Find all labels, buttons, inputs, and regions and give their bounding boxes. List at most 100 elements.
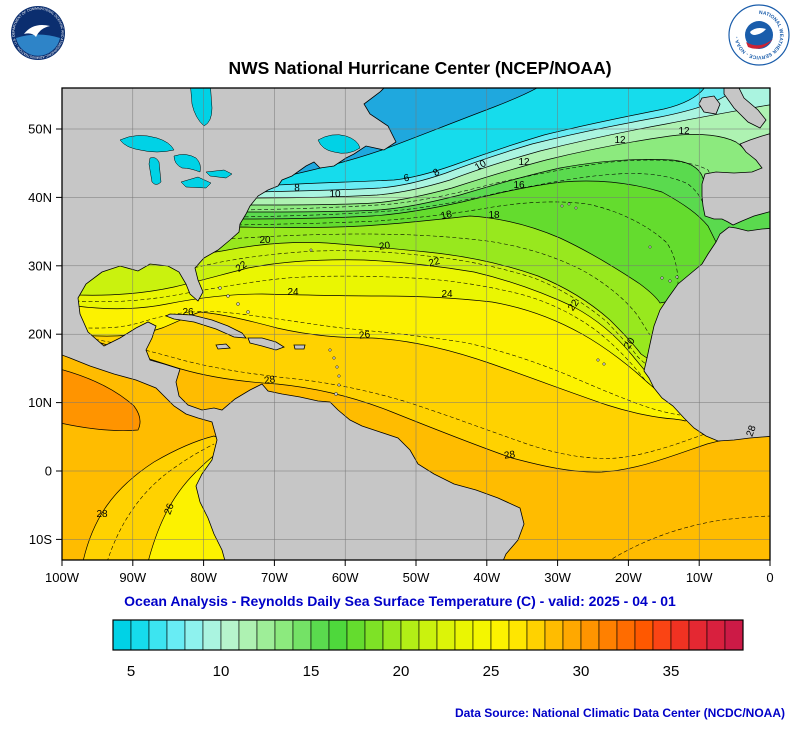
island-dot xyxy=(218,286,222,290)
colorbar-cell xyxy=(670,619,690,651)
colorbar-tick-label: 25 xyxy=(483,663,500,680)
colorbar-cell xyxy=(238,619,258,651)
contour-dashed-19 xyxy=(62,233,651,336)
contour-dashed-13 xyxy=(62,159,711,212)
lake-huron xyxy=(173,154,201,173)
lon-axis-label: 40W xyxy=(473,570,500,585)
sst-pacific-warm-blob xyxy=(62,369,141,431)
colorbar-cell xyxy=(328,619,348,651)
island-dot xyxy=(246,310,250,314)
nws-logo-globe xyxy=(745,21,773,49)
island-dots xyxy=(218,202,679,396)
island-dot xyxy=(334,392,338,396)
lon-axis-label: 90W xyxy=(119,570,146,585)
colorbar-tick-label: 30 xyxy=(573,663,590,680)
colorbar-tick-label: 10 xyxy=(213,663,230,680)
lat-axis-label: 10N xyxy=(28,395,52,410)
lat-axis-label: 0 xyxy=(45,464,52,479)
lon-axis-label: 100W xyxy=(45,570,80,585)
colorbar: 5 10 15 20 25 30 35 xyxy=(112,619,744,680)
contour-label: 10 xyxy=(473,158,489,173)
contour-label: 8 xyxy=(294,183,300,194)
lat-axis-label: 10S xyxy=(29,532,52,547)
contour-label: 26 xyxy=(163,502,177,517)
noaa-logo: NATIONAL OCEANIC AND ATMOSPHERIC ADMINIS… xyxy=(10,5,65,60)
colorbar-cell xyxy=(418,619,438,651)
contour-dashed-17 xyxy=(62,201,679,285)
island-dot xyxy=(328,348,332,352)
noaa-bird-icon xyxy=(24,25,50,37)
colorbar-cell xyxy=(634,619,654,651)
colorbar-cell xyxy=(544,619,564,651)
lat-axis-label: 40N xyxy=(28,190,52,205)
contour-dashed-21 xyxy=(187,250,647,365)
colorbar-tick-label: 20 xyxy=(393,663,410,680)
island-dot xyxy=(337,383,341,387)
colorbar-tick-label: 35 xyxy=(663,663,680,680)
colorbar-cell xyxy=(112,619,132,651)
colorbar-cell xyxy=(292,619,312,651)
lon-axis-label: 30W xyxy=(544,570,571,585)
colorbar-cell xyxy=(508,619,528,651)
contour-label: 18 xyxy=(488,210,500,221)
colorbar-cell xyxy=(652,619,672,651)
colorbar-cell xyxy=(364,619,384,651)
lon-axis-label: 10W xyxy=(686,570,713,585)
island-dot xyxy=(226,294,230,298)
island-dot xyxy=(596,358,600,362)
colorbar-tick-label: 5 xyxy=(127,663,135,680)
contour-label: 24 xyxy=(441,289,453,300)
land-americas xyxy=(62,88,525,560)
land-britain xyxy=(723,88,767,129)
colorbar-cell xyxy=(256,619,276,651)
contour-label: 18 xyxy=(440,209,454,222)
contour-label: 12 xyxy=(518,157,530,168)
contour-label: 12 xyxy=(678,126,690,137)
colorbar-cell xyxy=(724,619,744,651)
colorbar-cell xyxy=(274,619,294,651)
colorbar-cell xyxy=(454,619,474,651)
island-dot xyxy=(309,248,313,252)
colorbar-cell xyxy=(598,619,618,651)
land-puerto-rico xyxy=(293,344,306,350)
james-bay xyxy=(190,88,213,127)
lake-michigan xyxy=(148,157,162,185)
contour-label: 8 xyxy=(431,167,442,179)
contour-label: 28 xyxy=(96,509,108,520)
contour-label: 28 xyxy=(503,449,516,462)
colorbar-cell xyxy=(166,619,186,651)
island-dot xyxy=(660,276,664,280)
contour-label: 12 xyxy=(614,135,626,146)
colorbar-cell xyxy=(616,619,636,651)
nws-globe-land xyxy=(750,28,766,35)
colorbar-cell xyxy=(310,619,330,651)
island-dot xyxy=(335,365,339,369)
land-cuba xyxy=(165,313,247,339)
lon-axis-label: 0 xyxy=(766,570,773,585)
colorbar-cell xyxy=(184,619,204,651)
nws-logo: NATIONAL WEATHER SERVICE - NOAA - xyxy=(728,4,790,66)
colorbar-cell xyxy=(220,619,240,651)
colorbar-cell xyxy=(490,619,510,651)
island-dot xyxy=(332,356,336,360)
colorbar-cells xyxy=(112,619,744,651)
colorbar-cell xyxy=(562,619,582,651)
island-dot xyxy=(574,206,578,210)
gulf-of-st-lawrence xyxy=(317,134,361,154)
lake-superior xyxy=(119,135,175,153)
colorbar-tick-labels: 5 10 15 20 25 30 35 xyxy=(127,663,680,680)
contour-label: 20 xyxy=(378,240,391,253)
colorbar-cell xyxy=(382,619,402,651)
noaa-logo-sea xyxy=(16,34,60,56)
lon-axis-label: 20W xyxy=(615,570,642,585)
land-jamaica xyxy=(215,343,231,350)
contour-dashed-23 xyxy=(62,275,655,389)
lake-ontario xyxy=(205,169,233,179)
land-france-iberia xyxy=(701,133,770,226)
lon-axis-label: 70W xyxy=(261,570,288,585)
colorbar-cell xyxy=(148,619,168,651)
island-dot xyxy=(567,202,571,206)
colorbar-cell xyxy=(436,619,456,651)
